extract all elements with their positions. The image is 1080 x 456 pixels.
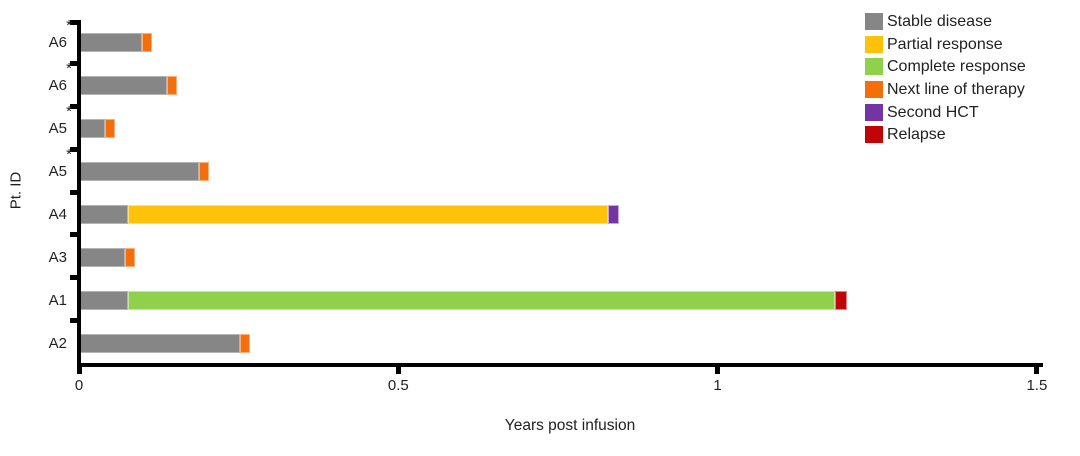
legend-item: Stable disease xyxy=(865,13,1026,30)
y-axis-tick xyxy=(70,60,77,66)
bar-segment-next-line-of-therapy xyxy=(142,33,153,53)
y-axis-tick xyxy=(70,146,77,152)
y-tick-label: A6 xyxy=(48,34,67,52)
legend-item: Relapse xyxy=(865,126,1026,144)
legend-swatch-next-line-of-therapy xyxy=(865,81,883,99)
legend-swatch-stable-disease xyxy=(865,13,883,30)
legend-label: Next line of therapy xyxy=(887,81,1025,99)
bar-segment-relapse xyxy=(835,290,847,310)
bar-segment-partial-response xyxy=(128,204,608,224)
legend-item: Next line of therapy xyxy=(865,81,1026,99)
legend-label: Relapse xyxy=(887,126,946,144)
y-tick-label: A5 xyxy=(48,163,67,181)
legend-label: Second HCT xyxy=(887,103,979,121)
bar-segment-next-line-of-therapy xyxy=(239,333,250,353)
y-axis-tick xyxy=(70,318,77,324)
y-tick-label: A2 xyxy=(48,334,67,352)
legend: Stable disease Partial response Complete r… xyxy=(865,13,1026,149)
bar-segment-stable-disease xyxy=(79,247,125,267)
y-tick-label: A3 xyxy=(48,248,67,266)
y-axis-tick xyxy=(70,275,77,281)
legend-swatch-relapse xyxy=(865,126,883,144)
x-tick-label: 1 xyxy=(713,377,722,394)
y-axis-tick xyxy=(70,103,77,109)
bar-segment-complete-response xyxy=(128,290,836,310)
x-axis-tick xyxy=(715,367,721,374)
bar-segment-next-line-of-therapy xyxy=(105,119,116,139)
x-axis-tick xyxy=(1034,367,1040,374)
bar-segment-stable-disease xyxy=(79,333,240,353)
x-tick-label: 0 xyxy=(74,377,84,394)
asterisk-marker: * xyxy=(66,145,72,163)
bar-segment-stable-disease xyxy=(79,162,200,182)
y-axis-tick xyxy=(70,20,77,25)
bar-segment-stable-disease xyxy=(79,76,168,96)
x-axis-line xyxy=(77,363,1043,367)
bar-segment-next-line-of-therapy xyxy=(167,76,178,96)
y-axis-tick xyxy=(70,232,77,238)
asterisk-marker: * xyxy=(66,59,72,77)
x-axis-title: Years post infusion xyxy=(504,417,636,434)
bar-segment-stable-disease xyxy=(79,290,129,310)
legend-item: Partial response xyxy=(865,35,1026,53)
asterisk-marker: * xyxy=(66,102,72,120)
bar-segment-next-line-of-therapy xyxy=(124,247,136,267)
y-axis-line xyxy=(77,20,81,367)
y-tick-label: A1 xyxy=(48,291,67,309)
asterisk-marker: * xyxy=(66,17,72,34)
y-axis-tick xyxy=(70,189,77,195)
legend-swatch-partial-response xyxy=(865,35,883,53)
legend-label: Partial response xyxy=(887,35,1003,53)
x-tick-label: 0.5 xyxy=(387,377,409,394)
x-axis-tick xyxy=(76,367,82,374)
legend-swatch-second-hct xyxy=(865,103,883,121)
x-tick-label: 1.5 xyxy=(1026,377,1048,394)
bar-segment-next-line-of-therapy xyxy=(199,162,209,182)
y-tick-label: A6 xyxy=(48,77,67,95)
bar-segment-stable-disease xyxy=(79,204,129,224)
legend-label: Complete response xyxy=(887,58,1026,76)
y-tick-label: A4 xyxy=(48,205,67,223)
legend-swatch-complete-response xyxy=(865,58,883,76)
y-tick-label: A5 xyxy=(48,120,67,138)
bar-segment-second-hct xyxy=(607,204,619,224)
y-axis-title: Pt. ID xyxy=(7,171,25,210)
legend-label: Stable disease xyxy=(887,13,992,30)
x-axis-tick xyxy=(395,367,401,374)
legend-item: Second HCT xyxy=(865,103,1026,121)
bar-segment-stable-disease xyxy=(79,33,143,53)
legend-item: Complete response xyxy=(865,58,1026,76)
bar-segment-stable-disease xyxy=(79,119,106,139)
